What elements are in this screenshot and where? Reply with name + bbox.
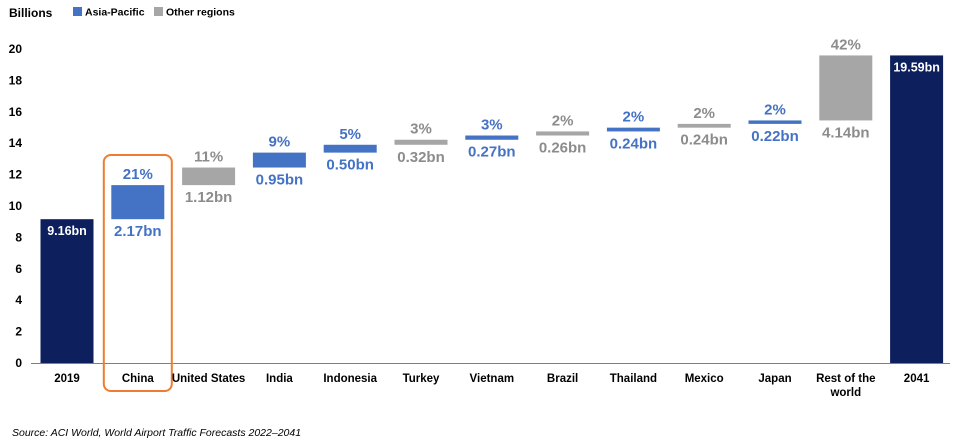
y-tick-16: 16 — [9, 105, 23, 119]
bar-vietnam — [465, 135, 519, 140]
y-tick-10: 10 — [9, 199, 23, 213]
y-tick-0: 0 — [15, 356, 22, 370]
pct-label-turkey: 3% — [410, 121, 432, 138]
pct-label-vietnam: 3% — [481, 117, 503, 134]
y-tick-14: 14 — [9, 136, 23, 150]
bar-indonesia — [323, 144, 377, 153]
bar-2019 — [40, 219, 94, 363]
y-tick-20: 20 — [9, 42, 23, 56]
bar-mexico — [677, 123, 731, 128]
bars — [40, 55, 944, 392]
value-label-united-states: 1.12bn — [185, 189, 233, 206]
value-label-rest-of-the-world: 4.14bn — [822, 124, 870, 141]
y-axis-label: Billions — [9, 6, 53, 20]
bar-brazil — [536, 131, 590, 136]
legend-swatch-1 — [154, 7, 163, 16]
category-label-thailand: Thailand — [610, 373, 657, 385]
legend-label-0: Asia-Pacific — [85, 7, 145, 19]
category-label-united-states: United States — [172, 373, 246, 385]
data-labels: 9.16bn 21% 2.17bn 11% 1.12bn 9% 0.95bn 5% 0.50bn… — [47, 36, 940, 240]
bar-turkey — [394, 139, 448, 145]
category-label-mexico: Mexico — [685, 373, 724, 385]
y-tick-8: 8 — [15, 230, 22, 244]
value-label-japan: 0.22bn — [751, 128, 799, 145]
pct-label-brazil: 2% — [552, 112, 574, 129]
category-label-china: China — [122, 373, 155, 385]
bar-rest-of-the-world — [819, 55, 873, 121]
y-tick-18: 18 — [9, 73, 23, 87]
y-tick-12: 12 — [9, 168, 23, 182]
value-label-2019: 9.16bn — [47, 224, 87, 238]
y-tick-4: 4 — [15, 293, 22, 307]
pct-label-mexico: 2% — [693, 105, 715, 122]
pct-label-united-states: 11% — [194, 149, 223, 166]
pct-label-india: 9% — [269, 134, 291, 151]
bar-china — [111, 185, 165, 220]
category-label-brazil: Brazil — [547, 373, 578, 385]
bar-united-states — [182, 167, 236, 186]
value-label-2041: 19.59bn — [893, 60, 940, 74]
category-labels: 2019 China United States India Indonesia Turk… — [54, 373, 930, 399]
bar-india — [252, 152, 306, 168]
waterfall-chart: Asia-Pacific Other regions Billions 0 2 4 6 8… — [9, 6, 950, 399]
value-label-thailand: 0.24bn — [610, 135, 658, 152]
value-label-turkey: 0.32bn — [397, 149, 445, 166]
bar-thailand — [606, 127, 660, 132]
pct-label-rest-of-the-world: 42% — [831, 36, 861, 53]
category-label-vietnam: Vietnam — [470, 373, 515, 385]
value-label-india: 0.95bn — [256, 172, 304, 189]
value-label-brazil: 0.26bn — [539, 140, 587, 157]
value-label-indonesia: 0.50bn — [326, 157, 374, 174]
legend-label-1: Other regions — [166, 7, 235, 19]
pct-label-china: 21% — [123, 166, 153, 183]
source-note: Source: ACI World, World Airport Traffic… — [12, 427, 302, 439]
category-label-turkey: Turkey — [403, 373, 440, 385]
category-label-2041: 2041 — [904, 373, 930, 385]
y-tick-6: 6 — [15, 262, 22, 276]
legend-swatch-0 — [73, 7, 82, 16]
y-tick-2: 2 — [15, 325, 22, 339]
bar-japan — [748, 120, 802, 124]
legend: Asia-Pacific Other regions — [73, 7, 235, 19]
y-axis: 0 2 4 6 8 10 12 14 16 18 20 — [9, 42, 950, 370]
value-label-vietnam: 0.27bn — [468, 144, 516, 161]
category-label-rest-of-the-world: Rest of the world — [816, 373, 875, 399]
category-label-2019: 2019 — [54, 373, 80, 385]
pct-label-indonesia: 5% — [339, 126, 361, 143]
value-label-china: 2.17bn — [114, 223, 162, 240]
category-label-india: India — [266, 373, 293, 385]
bar-2041 — [890, 55, 944, 363]
value-label-mexico: 0.24bn — [680, 132, 728, 149]
pct-label-japan: 2% — [764, 101, 786, 118]
category-label-indonesia: Indonesia — [323, 373, 377, 385]
highlight-box — [102, 154, 173, 392]
category-label-japan: Japan — [758, 373, 791, 385]
pct-label-thailand: 2% — [623, 109, 645, 126]
